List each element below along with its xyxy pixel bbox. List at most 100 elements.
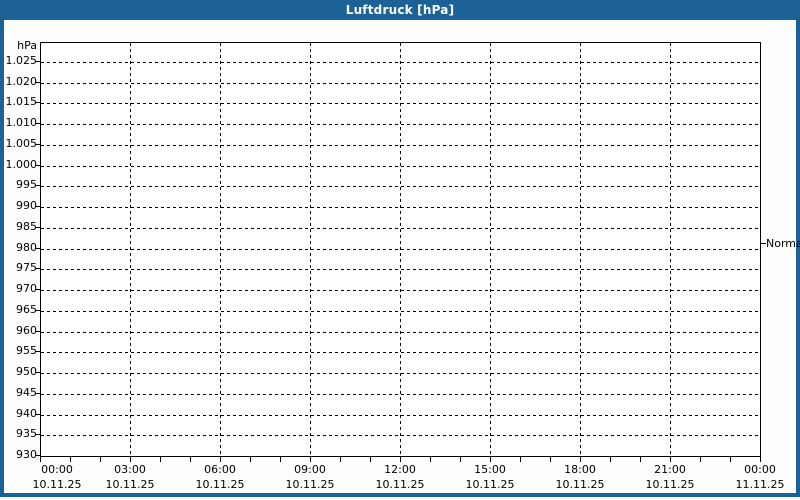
x-gridline [580,43,581,456]
normal-annotation-tick [761,243,766,245]
x-axis-tick [250,457,251,462]
y-axis-tick [35,372,40,374]
x-gridline [220,43,221,456]
x-gridline [670,43,671,456]
y-tick-label: 1.010 [5,116,38,130]
y-axis-tick [35,268,40,270]
x-axis-tick [40,457,41,462]
x-tick-time-label: 21:00 [654,463,686,476]
y-tick-label: 1.005 [5,136,38,150]
x-tick-time-label: 15:00 [474,463,506,476]
x-gridline [130,43,131,456]
x-axis-tick [340,457,341,462]
y-tick-label: 995 [16,178,37,192]
x-tick-date-label: 11.11.25 [735,478,785,491]
x-axis-tick [370,457,371,462]
x-tick-date-label: 10.11.25 [555,478,605,491]
x-gridline [490,43,491,456]
y-axis-tick [35,455,40,456]
x-axis-tick [310,457,311,462]
plot-area [40,42,761,457]
x-gridline [400,43,401,456]
x-gridline [310,43,311,456]
y-tick-label: 950 [16,365,37,379]
x-axis-tick [490,457,491,462]
y-axis-tick [35,102,40,104]
y-axis-tick [35,330,40,332]
y-axis-tick [35,226,40,228]
y-tick-label: 930 [16,448,37,461]
y-axis-tick [35,81,40,83]
x-axis-tick [400,457,401,462]
y-axis-tick [35,185,40,187]
y-axis-tick [35,309,40,311]
y-axis-unit-label: hPa [17,39,37,52]
y-axis-tick [35,351,40,353]
y-tick-label: 980 [16,240,37,254]
x-tick-time-label: 00:00 [41,463,73,476]
y-axis-tick [35,289,40,291]
x-tick-date-label: 10.11.25 [195,478,245,491]
x-axis-tick [130,457,131,462]
x-axis-tick [280,457,281,462]
window-border-right [796,20,800,497]
y-tick-label: 965 [16,302,37,316]
x-axis-tick [460,457,461,462]
y-axis-tick [35,143,40,145]
y-axis-tick [35,247,40,249]
x-tick-time-label: 18:00 [564,463,596,476]
x-tick-date-label: 10.11.25 [645,478,695,491]
x-axis-tick [730,457,731,462]
x-tick-date-label: 10.11.25 [465,478,515,491]
y-tick-label: 935 [16,427,37,441]
x-tick-time-label: 12:00 [384,463,416,476]
y-tick-label: 970 [16,282,37,296]
x-axis-tick [550,457,551,462]
y-axis-tick [35,206,40,208]
y-tick-label: 1.020 [5,74,38,88]
x-axis-tick [160,457,161,462]
window-border-bottom [0,493,800,497]
y-axis-tick [35,164,40,166]
x-tick-date-label: 10.11.25 [375,478,425,491]
x-tick-date-label: 10.11.25 [105,478,155,491]
y-tick-label: 955 [16,344,37,358]
y-tick-label: 960 [16,323,37,337]
x-tick-time-label: 06:00 [204,463,236,476]
x-axis-tick [520,457,521,462]
y-axis-tick [35,392,40,394]
x-tick-date-label: 10.11.25 [32,478,82,491]
y-tick-label: 1.015 [5,95,38,109]
y-tick-label: 1.000 [5,157,38,171]
title-bar: Luftdruck [hPa] [0,0,800,20]
x-axis-tick [640,457,641,462]
y-tick-label: 1.025 [5,54,38,67]
x-tick-time-label: 03:00 [114,463,146,476]
x-axis-tick [190,457,191,462]
normal-annotation-label: Normal [766,237,800,251]
x-axis-tick [670,457,671,462]
y-axis-tick [35,434,40,436]
y-tick-label: 985 [16,219,37,233]
window-border-left [0,20,4,497]
y-tick-label: 990 [16,199,37,213]
y-tick-label: 975 [16,261,37,275]
x-axis-tick [760,457,761,462]
y-axis-tick [35,123,40,125]
x-axis-tick [100,457,101,462]
window-title: Luftdruck [hPa] [345,3,455,17]
x-axis-tick [430,457,431,462]
x-axis-tick [700,457,701,462]
x-tick-time-label: 09:00 [294,463,326,476]
x-axis-tick [220,457,221,462]
x-axis-tick [610,457,611,462]
x-tick-time-label: 00:00 [744,463,776,476]
y-axis-tick [35,61,40,62]
x-axis-tick [580,457,581,462]
y-tick-label: 945 [16,385,37,399]
x-axis-tick [70,457,71,462]
y-axis-tick [35,413,40,415]
y-tick-label: 940 [16,406,37,420]
x-tick-date-label: 10.11.25 [285,478,335,491]
